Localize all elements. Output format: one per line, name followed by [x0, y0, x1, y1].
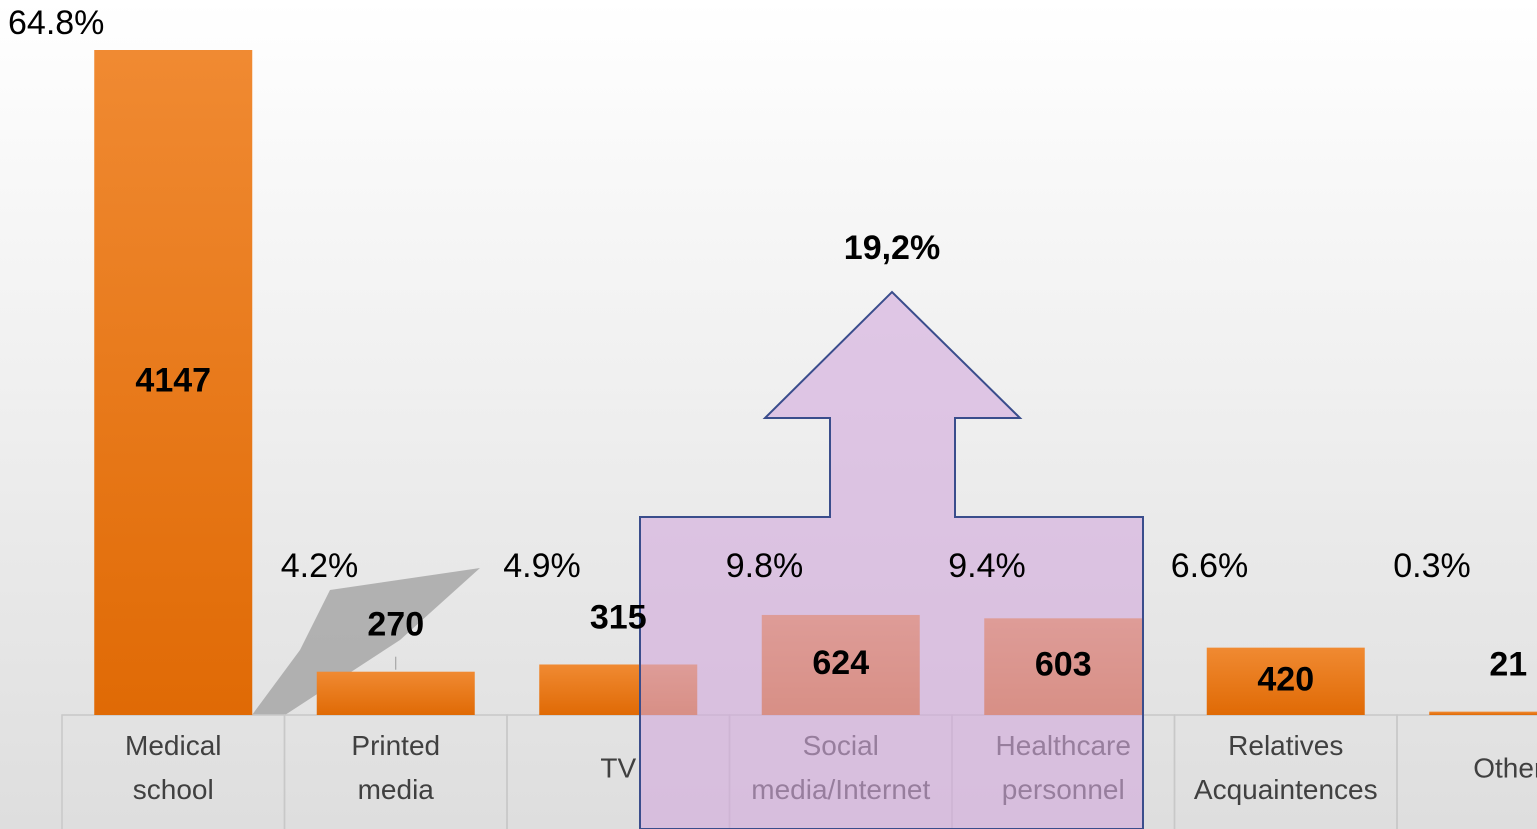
bar	[1206, 647, 1365, 715]
x-tick-label: Medical school	[125, 730, 221, 805]
bar	[94, 50, 253, 715]
percent-label: 64.8%	[8, 4, 104, 42]
percent-label: 0.3%	[1393, 547, 1471, 585]
value-label: 270	[367, 606, 424, 644]
value-label: 420	[1257, 660, 1314, 698]
percent-label: 4.9%	[503, 547, 581, 585]
percent-label: 6.6%	[1171, 547, 1249, 585]
annotation: 19,2%	[844, 229, 940, 267]
value-label: 315	[590, 598, 647, 636]
bar	[316, 671, 475, 715]
x-tick-label: Other	[1473, 752, 1537, 783]
percent-label: 9.8%	[726, 547, 804, 585]
x-tick-label: Printed media	[351, 730, 440, 805]
percent-label: 9.4%	[948, 547, 1026, 585]
value-label: 4147	[135, 361, 211, 399]
value-label: 603	[1035, 646, 1092, 684]
x-tick-label: TV	[600, 752, 636, 783]
percent-label: 4.2%	[281, 547, 359, 585]
value-label: 624	[812, 644, 869, 682]
value-label: 21	[1489, 646, 1527, 684]
highlight-arrow	[639, 290, 1144, 829]
shadow	[252, 568, 480, 715]
bar	[1429, 711, 1537, 715]
x-tick-label: Relatives Acquaintences	[1194, 730, 1378, 805]
